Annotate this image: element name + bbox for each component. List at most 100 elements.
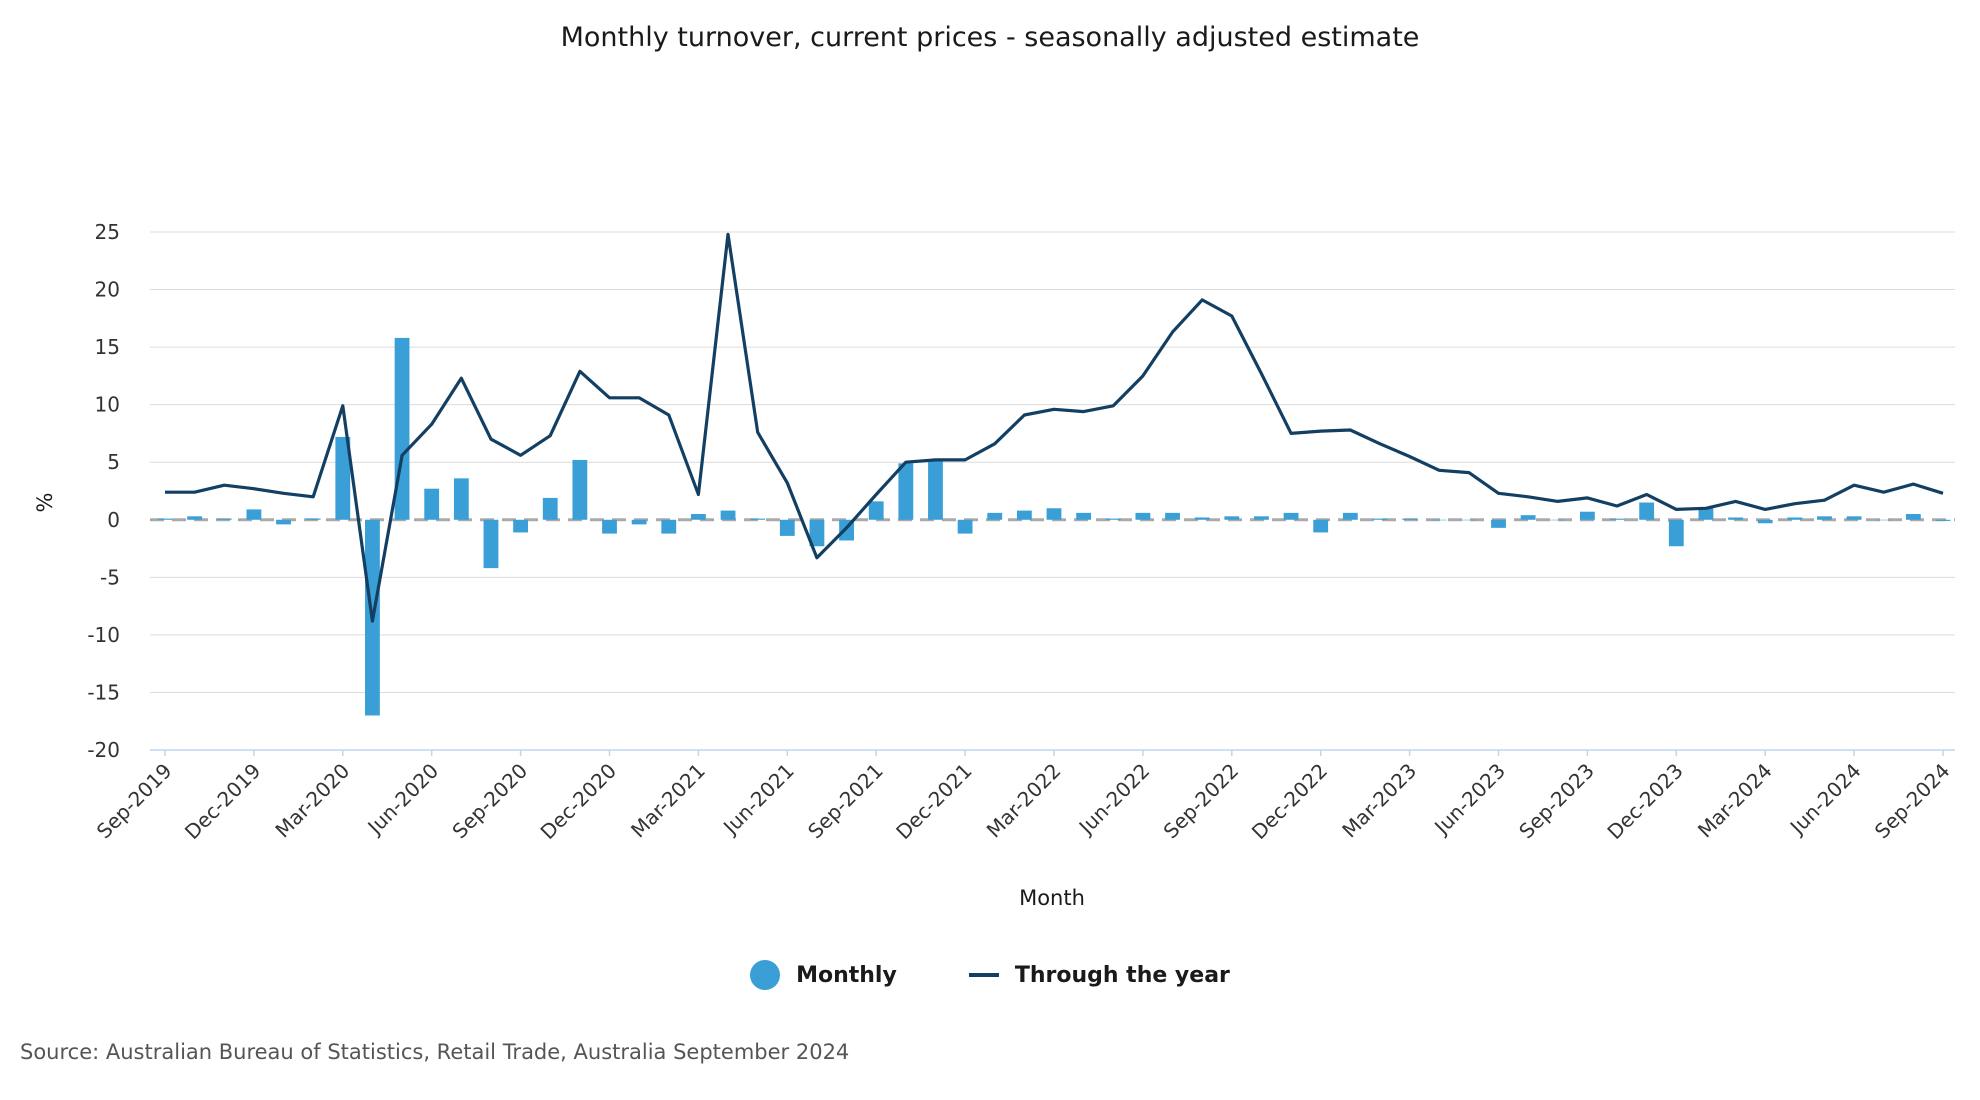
- through-year-point[interactable]: [191, 488, 199, 496]
- monthly-bar[interactable]: [542, 497, 558, 520]
- monthly-bar[interactable]: [898, 463, 914, 520]
- through-year-point[interactable]: [517, 451, 525, 459]
- through-year-point[interactable]: [1257, 370, 1265, 378]
- through-year-point[interactable]: [220, 481, 228, 489]
- monthly-bar[interactable]: [157, 518, 173, 520]
- through-year-point[interactable]: [1939, 489, 1947, 497]
- monthly-bar[interactable]: [187, 516, 203, 520]
- monthly-bar[interactable]: [1224, 516, 1240, 520]
- monthly-bar[interactable]: [1283, 512, 1299, 520]
- through-year-point[interactable]: [368, 617, 376, 625]
- monthly-bar[interactable]: [1076, 512, 1092, 520]
- through-year-point[interactable]: [546, 432, 554, 440]
- through-year-point[interactable]: [991, 440, 999, 448]
- monthly-bar[interactable]: [631, 519, 647, 525]
- through-year-point[interactable]: [1732, 497, 1740, 505]
- monthly-bar[interactable]: [987, 512, 1003, 520]
- monthly-bar[interactable]: [276, 519, 291, 525]
- through-year-point[interactable]: [635, 394, 643, 402]
- through-year-point[interactable]: [1050, 405, 1058, 413]
- through-year-series-line[interactable]: [165, 232, 1944, 623]
- through-year-point[interactable]: [161, 488, 169, 496]
- through-year-point[interactable]: [1850, 481, 1858, 489]
- monthly-bar[interactable]: [1461, 519, 1477, 521]
- through-year-point[interactable]: [280, 489, 288, 497]
- monthly-bar[interactable]: [1165, 512, 1180, 520]
- through-year-point[interactable]: [1406, 452, 1414, 460]
- through-year-point[interactable]: [1109, 402, 1117, 410]
- through-year-point[interactable]: [1198, 296, 1206, 304]
- monthly-bar[interactable]: [1668, 519, 1684, 547]
- through-year-point[interactable]: [1317, 427, 1325, 435]
- through-year-point[interactable]: [606, 394, 614, 402]
- through-year-point[interactable]: [398, 451, 406, 459]
- through-year-point[interactable]: [457, 374, 465, 382]
- through-year-point[interactable]: [961, 456, 969, 464]
- through-year-point[interactable]: [1346, 426, 1354, 434]
- monthly-bar[interactable]: [1342, 512, 1358, 520]
- through-year-point[interactable]: [813, 554, 821, 562]
- through-year-point[interactable]: [931, 456, 939, 464]
- monthly-bar[interactable]: [1757, 519, 1773, 524]
- monthly-bar[interactable]: [1876, 519, 1892, 521]
- monthly-bar[interactable]: [513, 519, 529, 533]
- monthly-bar[interactable]: [1491, 519, 1506, 528]
- monthly-bar[interactable]: [572, 459, 588, 520]
- through-year-point[interactable]: [754, 428, 762, 436]
- through-year-point[interactable]: [724, 230, 732, 238]
- through-year-point[interactable]: [1465, 469, 1473, 477]
- monthly-bar[interactable]: [1254, 516, 1269, 520]
- through-year-point[interactable]: [783, 479, 791, 487]
- monthly-bar[interactable]: [1105, 518, 1121, 520]
- legend-item-through-year[interactable]: Through the year: [968, 960, 1230, 990]
- through-year-point[interactable]: [487, 435, 495, 443]
- monthly-bar[interactable]: [1550, 519, 1566, 521]
- through-year-point[interactable]: [843, 524, 851, 532]
- through-year-point[interactable]: [902, 458, 910, 466]
- through-year-point[interactable]: [1791, 500, 1799, 508]
- monthly-bar[interactable]: [720, 510, 736, 520]
- monthly-bar[interactable]: [928, 459, 943, 520]
- through-year-point[interactable]: [309, 493, 317, 501]
- through-year-point[interactable]: [1524, 493, 1532, 501]
- legend-item-monthly[interactable]: Monthly: [750, 960, 897, 990]
- monthly-bar[interactable]: [1431, 519, 1447, 521]
- through-year-point[interactable]: [339, 402, 347, 410]
- monthly-bar[interactable]: [1372, 518, 1388, 520]
- monthly-bar[interactable]: [1579, 511, 1595, 520]
- monthly-bar[interactable]: [957, 519, 973, 534]
- monthly-bar[interactable]: [453, 478, 469, 520]
- monthly-bar[interactable]: [809, 519, 825, 547]
- monthly-bar[interactable]: [1698, 508, 1714, 520]
- through-year-point[interactable]: [1880, 488, 1888, 496]
- through-year-point[interactable]: [1672, 505, 1680, 513]
- monthly-bar[interactable]: [424, 488, 440, 520]
- monthly-bar[interactable]: [246, 509, 262, 520]
- through-year-point[interactable]: [1495, 489, 1503, 497]
- monthly-bar[interactable]: [1935, 519, 1951, 521]
- through-year-point[interactable]: [1020, 411, 1028, 419]
- monthly-bar[interactable]: [305, 518, 321, 520]
- monthly-bar[interactable]: [1846, 516, 1862, 520]
- through-year-point[interactable]: [1583, 494, 1591, 502]
- monthly-bar[interactable]: [661, 519, 677, 534]
- through-year-point[interactable]: [1761, 505, 1769, 513]
- monthly-bar[interactable]: [1639, 502, 1655, 520]
- monthly-bar[interactable]: [1402, 518, 1418, 520]
- monthly-bar[interactable]: [602, 519, 617, 534]
- monthly-bar[interactable]: [335, 436, 351, 520]
- monthly-bar[interactable]: [1817, 516, 1832, 520]
- monthly-bar[interactable]: [1520, 515, 1536, 520]
- through-year-point[interactable]: [872, 490, 880, 498]
- through-year-point[interactable]: [1909, 480, 1917, 488]
- monthly-bar[interactable]: [1016, 510, 1032, 520]
- monthly-bar[interactable]: [690, 514, 706, 520]
- through-year-point[interactable]: [1228, 312, 1236, 320]
- monthly-bar[interactable]: [1905, 514, 1921, 520]
- through-year-point[interactable]: [1820, 496, 1828, 504]
- through-year-point[interactable]: [1435, 466, 1443, 474]
- monthly-bar[interactable]: [216, 518, 232, 520]
- monthly-bar[interactable]: [1728, 517, 1743, 520]
- through-year-point[interactable]: [1643, 490, 1651, 498]
- monthly-bar[interactable]: [750, 518, 766, 520]
